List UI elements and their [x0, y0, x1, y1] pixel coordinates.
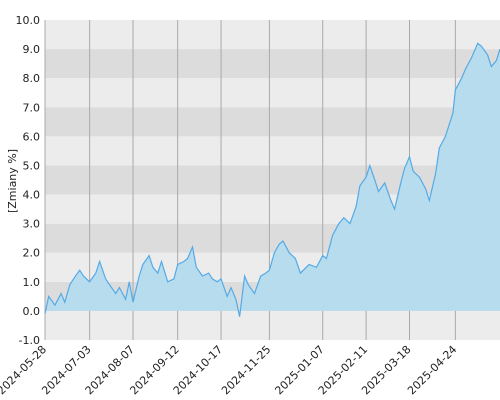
x-tick-label: 2025-04-24 [405, 343, 459, 397]
y-tick-label: 4.0 [23, 189, 41, 202]
y-axis-label: [Zmiany %] [6, 149, 19, 213]
y-axis-ticks: -1.0 0.0 1.0 2.0 3.0 4.0 5.0 6.0 7.0 8.0 9.0 10.0 [16, 14, 41, 347]
band [45, 136, 500, 166]
band [45, 49, 500, 79]
y-tick-label: -1.0 [19, 334, 40, 347]
band [45, 78, 500, 108]
y-tick-label: 10.0 [16, 14, 41, 27]
y-tick-label: 9.0 [23, 43, 41, 56]
y-tick-label: 3.0 [23, 218, 41, 231]
y-tick-label: 2.0 [23, 247, 41, 260]
y-tick-label: 0.0 [23, 305, 41, 318]
y-tick-label: 7.0 [23, 101, 41, 114]
band [45, 310, 500, 340]
y-tick-label: 1.0 [23, 276, 41, 289]
x-axis-ticks: 2024-05-282024-07-032024-08-072024-09-12… [0, 343, 459, 397]
series-line [44, 42, 500, 317]
y-tick-label: 5.0 [23, 159, 41, 172]
x-tick-label: 2024-11-25 [219, 343, 273, 397]
y-tick-label: 8.0 [23, 72, 41, 85]
band [45, 107, 500, 137]
series-area [45, 43, 500, 317]
band [45, 20, 500, 50]
y-tick-label: 6.0 [23, 130, 41, 143]
